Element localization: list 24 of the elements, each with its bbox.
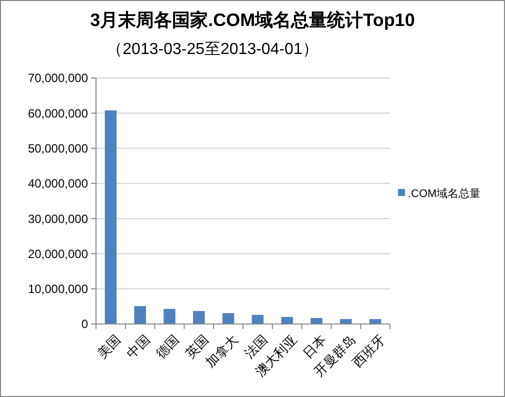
bar	[252, 314, 264, 324]
x-tick-label: 中国	[124, 332, 153, 361]
y-tick-label: 40,000,000	[28, 176, 88, 191]
y-tick-label: 50,000,000	[28, 141, 88, 156]
x-tick-label: 德国	[153, 332, 182, 361]
y-tick-label: 20,000,000	[28, 246, 88, 261]
bar	[340, 319, 352, 324]
legend-label: .COM域名总量	[408, 186, 481, 200]
bar	[193, 310, 205, 324]
y-tick-label: 30,000,000	[28, 212, 88, 226]
chart-subtitle: （2013-03-25至2013-04-01）	[106, 41, 318, 58]
bar	[310, 318, 322, 324]
y-tick-label: 60,000,000	[28, 106, 88, 120]
bar	[164, 308, 176, 324]
bar	[281, 316, 293, 324]
chart-title: 3月末周各国家.COM域名总量统计Top10	[90, 10, 415, 30]
y-tick-label: 0	[81, 317, 88, 332]
x-tick-label: 美国	[94, 332, 124, 361]
bar	[369, 319, 382, 324]
bar	[134, 306, 146, 324]
y-tick-label: 70,000,000	[28, 71, 88, 86]
y-tick-label: 10,000,000	[28, 282, 88, 296]
bar	[104, 110, 117, 324]
bar	[222, 313, 234, 324]
